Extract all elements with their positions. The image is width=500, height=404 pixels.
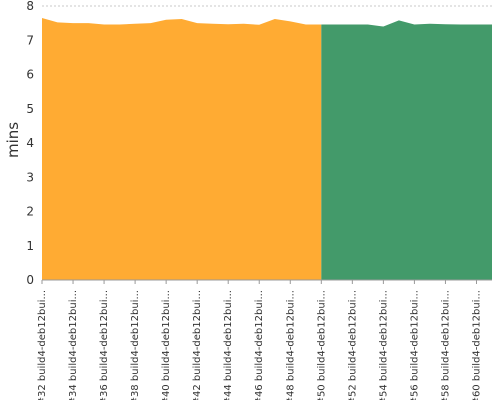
x-tick-label: #40 build4-deb12bui...: [161, 290, 172, 400]
x-tick-label: #50 build4-deb12bui...: [316, 290, 327, 400]
y-tick-label: 7: [26, 33, 34, 47]
y-tick-label: 3: [26, 170, 34, 184]
x-tick-label: #44 build4-deb12bui...: [223, 290, 234, 400]
area-segment-1: [42, 18, 322, 280]
area-series: [42, 18, 492, 281]
y-tick-label: 5: [26, 102, 34, 116]
x-tick-label: #52 build4-deb12bui...: [347, 290, 358, 400]
x-tick-label: #34 build4-deb12bui...: [68, 290, 79, 400]
x-tick-label: #58 build4-deb12bui...: [440, 290, 451, 400]
y-axis-label: mins: [4, 122, 22, 158]
x-tick-label: #36 build4-deb12bui...: [99, 290, 110, 400]
x-tick-label: #32 build4-deb12bui...: [37, 290, 48, 400]
x-tick-label: #48 build4-deb12bui...: [285, 290, 296, 400]
y-tick-label: 8: [26, 0, 34, 13]
x-tick-label: #46 build4-deb12bui...: [254, 290, 265, 400]
x-tick-labels: #32 build4-deb12bui... #34 build4-deb12bu…: [37, 280, 482, 404]
y-tick-label: 1: [26, 239, 34, 253]
y-tick-label: 6: [26, 68, 34, 82]
x-tick-label: #42 build4-deb12bui...: [192, 290, 203, 400]
area-segment-2: [321, 20, 492, 281]
x-tick-label: #38 build4-deb12bui...: [130, 290, 141, 400]
x-tick-label: #54 build4-deb12bui...: [378, 290, 389, 400]
x-tick-label: #56 build4-deb12bui...: [409, 290, 420, 400]
x-tick-label: #60 build4-deb12bui...: [471, 290, 482, 400]
y-tick-label: 4: [26, 136, 34, 150]
y-tick-label: 0: [26, 273, 34, 287]
y-tick-labels: 0 1 2 3 4 5 6 7 8: [26, 0, 34, 287]
y-tick-label: 2: [26, 205, 34, 219]
